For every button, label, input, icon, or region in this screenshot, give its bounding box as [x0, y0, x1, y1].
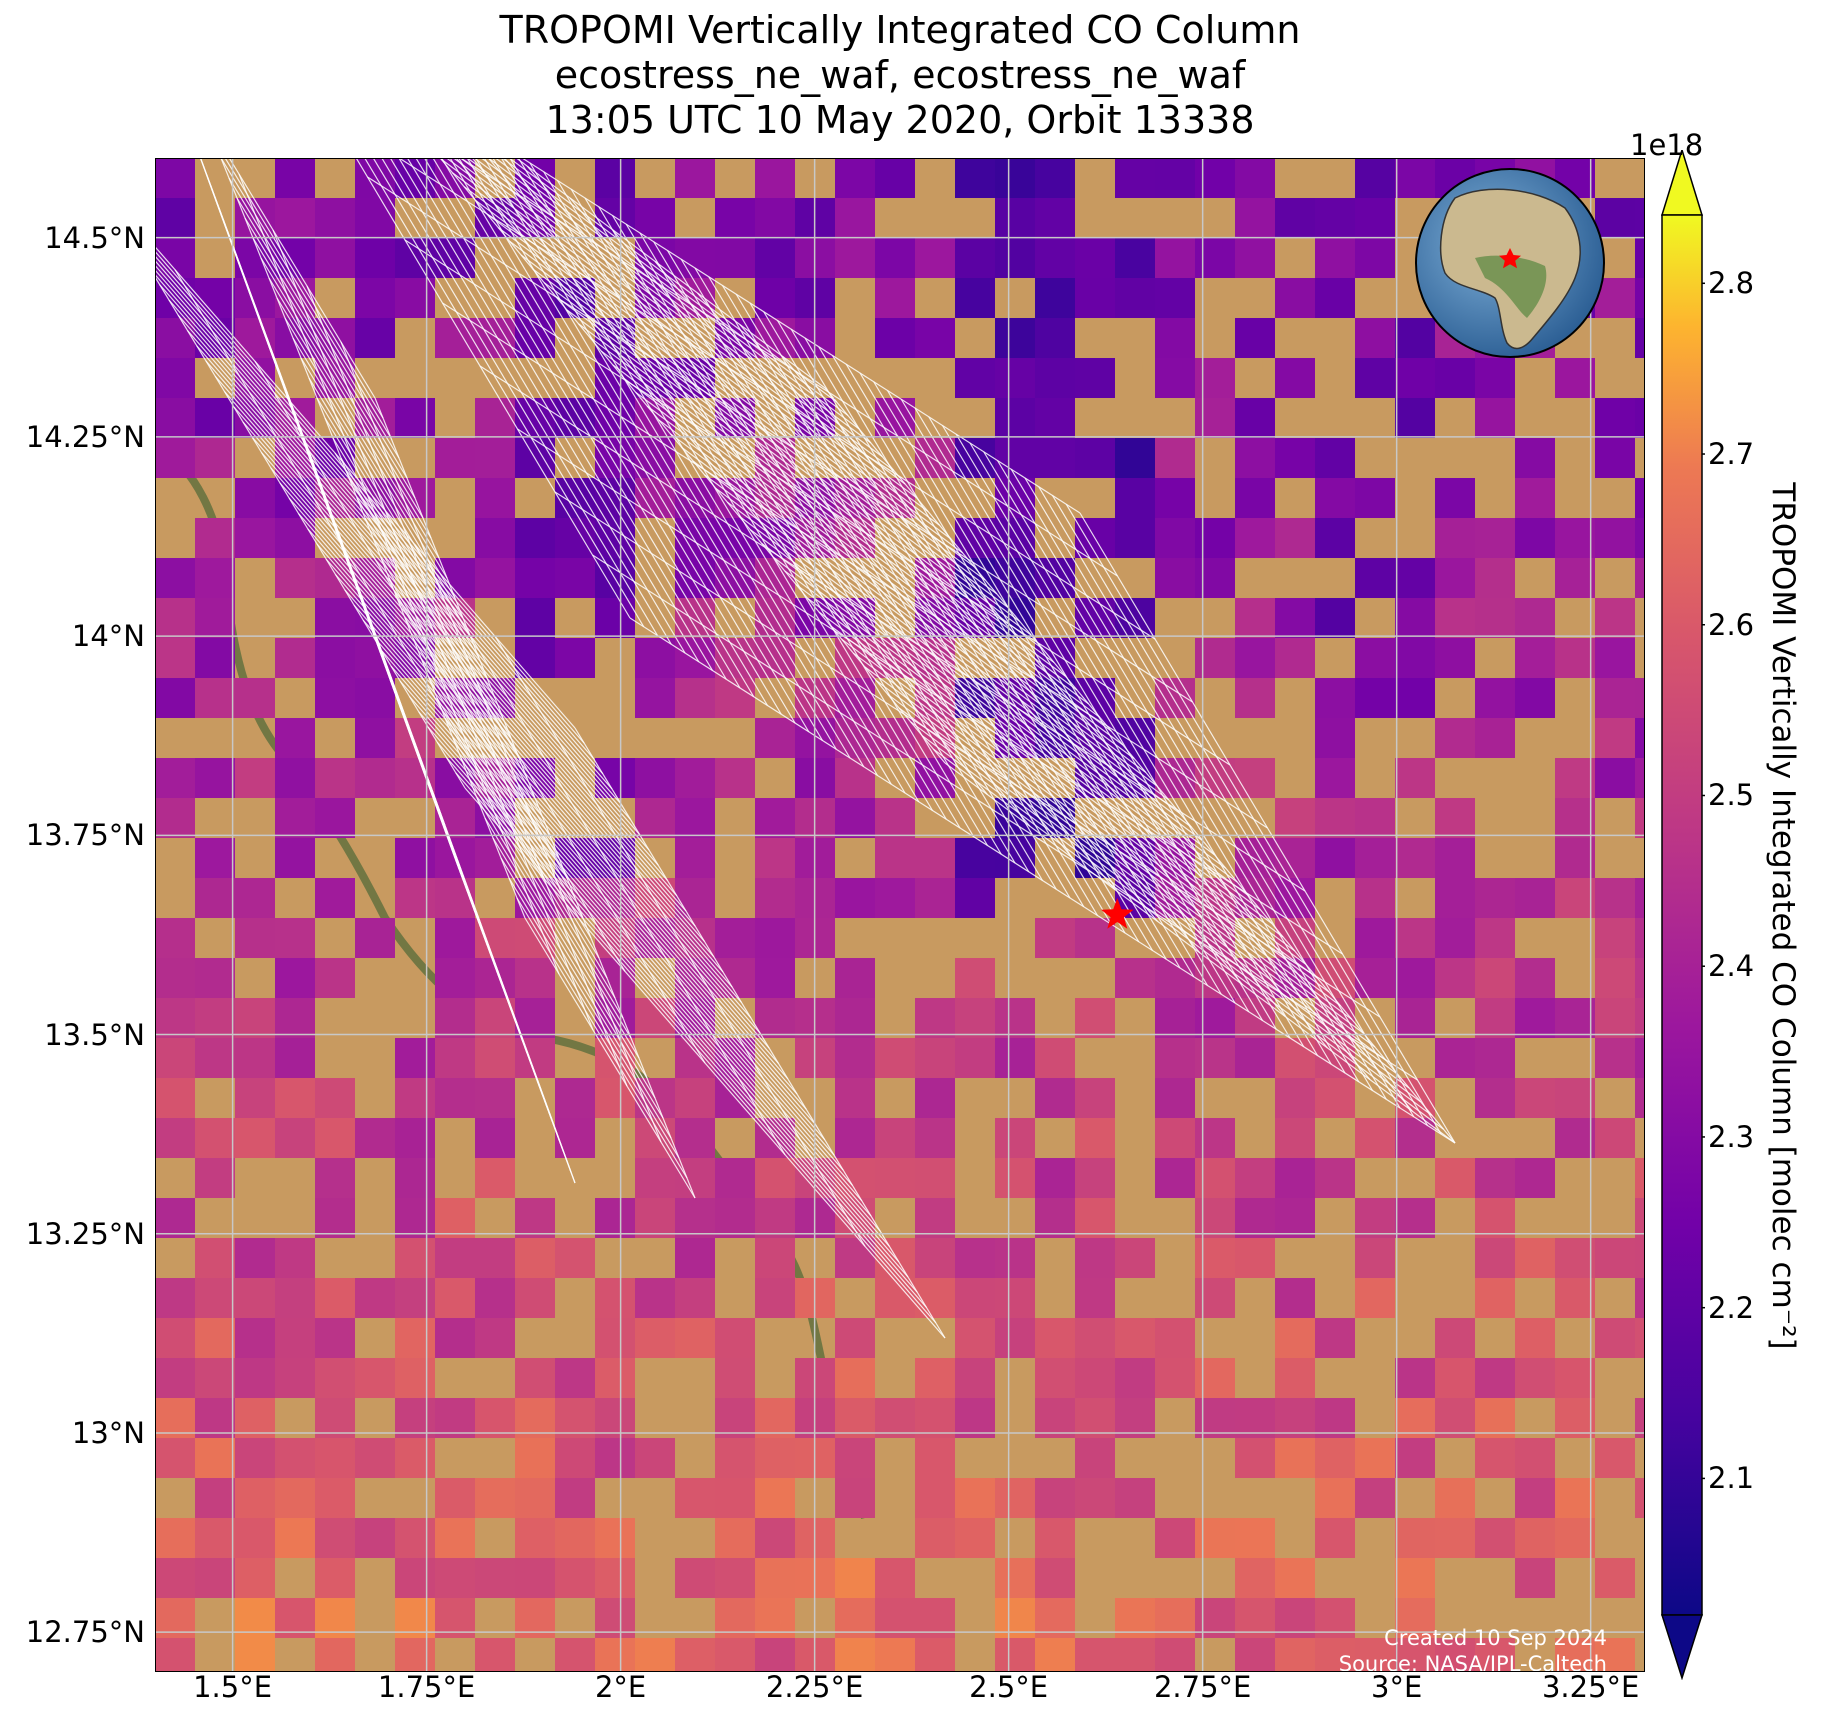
lon-tick-label: 3°E [1371, 1670, 1423, 1704]
site-star-marker[interactable] [1101, 898, 1134, 929]
lat-tick-label: 12.75°N [25, 1615, 145, 1650]
title-line-2: ecostress_ne_waf, ecostress_ne_waf [554, 53, 1246, 97]
lon-tick-label: 1.5°E [193, 1670, 273, 1704]
lon-tick-label: 2.75°E [1153, 1670, 1252, 1704]
colorbar-exponent: 1e18 [1630, 128, 1704, 162]
co-pixel-layer [155, 158, 1645, 1672]
title-line-1: TROPOMI Vertically Integrated CO Column [499, 8, 1301, 52]
colorbar-tick-label: 2.7 [1708, 437, 1755, 472]
lat-tick-label: 13°N [71, 1415, 145, 1450]
lat-tick-label: 14.5°N [44, 220, 145, 255]
ecostress-footprints [155, 158, 1456, 1339]
lat-tick-label: 13.5°N [44, 1017, 145, 1052]
lon-tick-label: 2°E [594, 1670, 647, 1704]
lat-tick-label: 13.25°N [25, 1216, 145, 1251]
colorbar-label: TROPOMI Vertically Integrated CO Column … [1765, 482, 1801, 1350]
lon-tick-label: 2.25°E [765, 1670, 864, 1704]
lon-tick-label: 2.5°E [969, 1670, 1049, 1704]
globe-site-marker [1499, 248, 1521, 269]
lon-tick-label: 1.75°E [377, 1670, 476, 1704]
colorbar [1660, 150, 1705, 1680]
colorbar-tick-label: 2.4 [1708, 949, 1755, 984]
map-gridlines [155, 158, 1645, 1672]
colorbar-tick-label: 2.3 [1708, 1119, 1755, 1154]
colorbar-tick-label: 2.8 [1708, 266, 1755, 301]
colorbar-tick-label: 2.1 [1708, 1461, 1755, 1496]
lat-tick-label: 14°N [71, 619, 145, 654]
colorbar-tick-label: 2.5 [1708, 778, 1755, 813]
credit-source: Source: NASA/JPL-Caltech [1339, 1652, 1607, 1672]
colorbar-tick-label: 2.6 [1708, 607, 1755, 642]
inset-globe [1415, 168, 1605, 358]
lat-tick-label: 14.25°N [25, 419, 145, 454]
colorbar-gradient [1661, 214, 1703, 1616]
title-line-3: 13:05 UTC 10 May 2020, Orbit 13338 [545, 98, 1255, 142]
colorbar-tick-label: 2.2 [1708, 1290, 1755, 1325]
lon-tick-label: 3.25°E [1541, 1670, 1640, 1704]
colorbar-extend-min [1660, 1614, 1704, 1680]
lat-tick-label: 13.75°N [25, 818, 145, 853]
credit-created: Created 10 Sep 2024 [1384, 1626, 1607, 1650]
map-panel[interactable]: Created 10 Sep 2024 Source: NASA/JPL-Cal… [155, 158, 1645, 1672]
